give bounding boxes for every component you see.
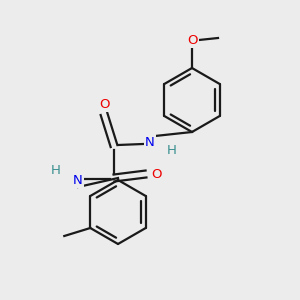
Text: H: H — [167, 143, 177, 157]
Text: N: N — [73, 173, 83, 187]
Text: O: O — [151, 167, 161, 181]
Text: O: O — [187, 34, 197, 46]
Text: O: O — [99, 98, 109, 110]
Text: N: N — [145, 136, 155, 148]
Text: H: H — [51, 164, 61, 176]
